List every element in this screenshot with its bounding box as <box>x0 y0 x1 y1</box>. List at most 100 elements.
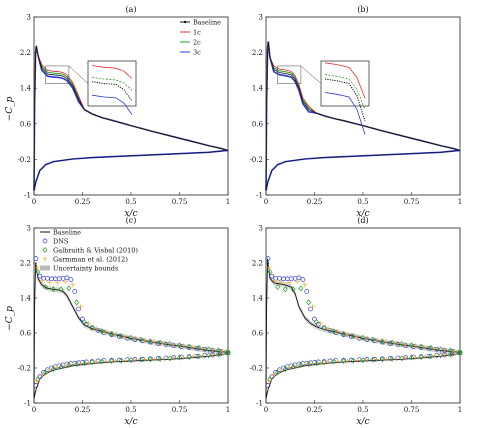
marker-garmman-et-al-2012-upper: + <box>199 344 206 353</box>
y-tick-label: 2.2 <box>252 49 263 57</box>
marker-garmman-et-al-2012-upper: + <box>62 277 69 286</box>
marker-dns-lower <box>403 355 409 360</box>
marker-galbraith-visbal-2010-upper <box>418 343 424 350</box>
panel-d: (d)0 0.25 0.5 0.75 1-1-0.20.61.42.23++ + + + +++… <box>250 216 463 427</box>
legend-a: Baseline 1c 2c 3c <box>180 19 221 57</box>
y-tick-label: 3 <box>27 14 31 22</box>
marker-galbraith-visbal-2010-upper <box>389 339 395 346</box>
y-tick-label: 1.4 <box>20 85 32 93</box>
marker-galbraith-visbal-2010-lower <box>74 361 80 368</box>
marker-garmman-et-al-2012-lower: + <box>412 353 419 362</box>
series-baseline-upper <box>265 41 461 191</box>
marker-galbraith-visbal-2010-lower <box>457 350 463 357</box>
marker-dns-lower <box>387 356 393 361</box>
marker-galbraith-visbal-2010-lower <box>109 358 115 364</box>
marker-dns-upper <box>300 277 306 282</box>
series-baseline-upper <box>33 45 229 191</box>
y-tick-label: -1 <box>256 192 263 200</box>
marker-garmman-et-al-2012-lower: + <box>199 351 206 360</box>
y-tick-label: 3 <box>27 225 31 233</box>
x-axis-label: x/c <box>356 209 369 219</box>
marker-garmman-et-al-2012-lower: + <box>132 356 139 365</box>
inset-series-baseline <box>324 78 366 122</box>
marker-dns-upper <box>403 343 409 349</box>
marker-galbraith-visbal-2010-lower <box>341 358 347 364</box>
marker-galbraith-visbal-2010-upper <box>196 344 202 351</box>
marker-dns-upper <box>80 316 85 322</box>
marker-galbraith-visbal-2010-lower <box>138 356 144 363</box>
legend-entry: DNS <box>53 238 68 246</box>
x-tick-label: 1 <box>226 406 230 414</box>
legend-entry: Uncertainty bounds <box>53 265 118 273</box>
panel-label: (a) <box>125 5 136 14</box>
y-tick-label: -0.2 <box>18 365 32 373</box>
inset-series-1c <box>91 65 133 79</box>
x-tick-label: 0 <box>264 406 268 414</box>
marker-garmman-et-al-2012-lower: + <box>422 352 429 361</box>
marker-dns-upper <box>179 344 184 349</box>
legend-swatch-uncertainty <box>40 265 50 271</box>
x-tick-label: 0.75 <box>404 406 420 414</box>
marker-galbraith-visbal-2010-upper <box>186 343 192 350</box>
marker-garmman-et-al-2012-lower: + <box>102 357 109 366</box>
marker-dns-upper <box>68 277 74 282</box>
marker-garmman-et-al-2012-upper: + <box>34 263 41 272</box>
inset-series-2c <box>324 74 366 111</box>
marker-dns-lower <box>426 353 432 359</box>
x-tick-label: 0.5 <box>357 198 368 206</box>
marker-dns-lower <box>194 353 200 359</box>
marker-galbraith-visbal-2010-lower <box>43 369 49 376</box>
marker-dns-upper <box>312 316 317 322</box>
marker-galbraith-visbal-2010-lower <box>177 354 182 361</box>
marker-galbraith-visbal-2010-upper <box>118 333 124 340</box>
marker-dns-lower <box>364 356 370 362</box>
zoom-region <box>45 65 70 84</box>
marker-galbraith-visbal-2010-lower <box>370 356 376 363</box>
marker-galbraith-visbal-2010-upper <box>109 330 115 337</box>
marker-garmman-et-al-2012-lower: + <box>170 353 177 362</box>
marker-galbraith-visbal-2010-upper <box>177 342 182 349</box>
series-3c-lower <box>265 149 461 191</box>
x-tick-label: 1 <box>458 198 462 206</box>
marker-galbraith-visbal-2010-upper <box>457 348 463 355</box>
marker-garmman-et-al-2012-lower: + <box>54 363 61 372</box>
marker-dns-upper <box>265 256 271 261</box>
marker-galbraith-visbal-2010-lower <box>167 355 173 362</box>
marker-garmman-et-al-2012-lower: + <box>383 355 390 364</box>
panel-label: (c) <box>126 216 137 225</box>
panel-label: (b) <box>357 5 368 14</box>
y-axis-label: −C_p <box>5 306 15 331</box>
marker-garmman-et-al-2012-upper: + <box>344 330 351 339</box>
marker-garmman-et-al-2012-upper: + <box>85 319 92 328</box>
marker-galbraith-visbal-2010-lower <box>81 360 87 367</box>
marker-garmman-et-al-2012-lower: + <box>122 356 129 365</box>
marker-garmman-et-al-2012-lower: + <box>301 360 308 369</box>
series-baseline-lower <box>33 353 229 399</box>
y-axis-label: −C_p <box>5 96 15 121</box>
marker-galbraith-visbal-2010-upper <box>43 284 49 291</box>
marker-dns-upper <box>449 349 455 354</box>
marker-dns-lower <box>333 358 339 363</box>
marker-dns-lower <box>171 355 177 360</box>
marker-galbraith-visbal-2010-upper <box>167 340 173 347</box>
marker-galbraith-visbal-2010-lower <box>225 350 231 357</box>
marker-dns-upper <box>132 337 138 342</box>
marker-garmman-et-al-2012-lower: + <box>62 361 69 370</box>
marker-garmman-et-al-2012-upper: + <box>373 336 380 345</box>
marker-garmman-et-al-2012-upper: + <box>219 347 226 356</box>
marker-garmman-et-al-2012-upper: + <box>402 340 409 349</box>
marker-garmman-et-al-2012-lower: + <box>441 350 448 359</box>
marker-dns-upper <box>101 330 107 335</box>
marker-garmman-et-al-2012-lower: + <box>209 350 216 359</box>
inset-series-3c <box>91 94 133 115</box>
y-tick-label: 3 <box>259 14 263 22</box>
marker-garmman-et-al-2012-upper: + <box>393 339 400 348</box>
marker-dns-upper <box>333 330 339 335</box>
marker-garmman-et-al-2012-upper: + <box>278 278 285 287</box>
marker-garmman-et-al-2012-lower: + <box>271 370 278 379</box>
marker-garmman-et-al-2012-lower: + <box>294 361 301 370</box>
legend-marker-garmman: + <box>42 255 49 264</box>
marker-galbraith-visbal-2010-lower <box>50 365 56 372</box>
series-baseline-lower <box>265 353 461 399</box>
